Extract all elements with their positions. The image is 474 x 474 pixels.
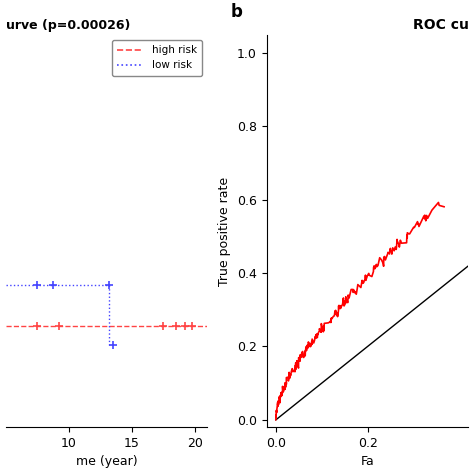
Text: b: b — [230, 3, 242, 21]
Y-axis label: True positive rate: True positive rate — [219, 176, 231, 285]
Text: urve (p=0.00026): urve (p=0.00026) — [6, 19, 130, 32]
X-axis label: Fa: Fa — [361, 456, 374, 468]
Text: ROC cu: ROC cu — [412, 18, 468, 32]
X-axis label: me (year): me (year) — [76, 456, 137, 468]
Legend: high risk, low risk: high risk, low risk — [112, 40, 202, 75]
